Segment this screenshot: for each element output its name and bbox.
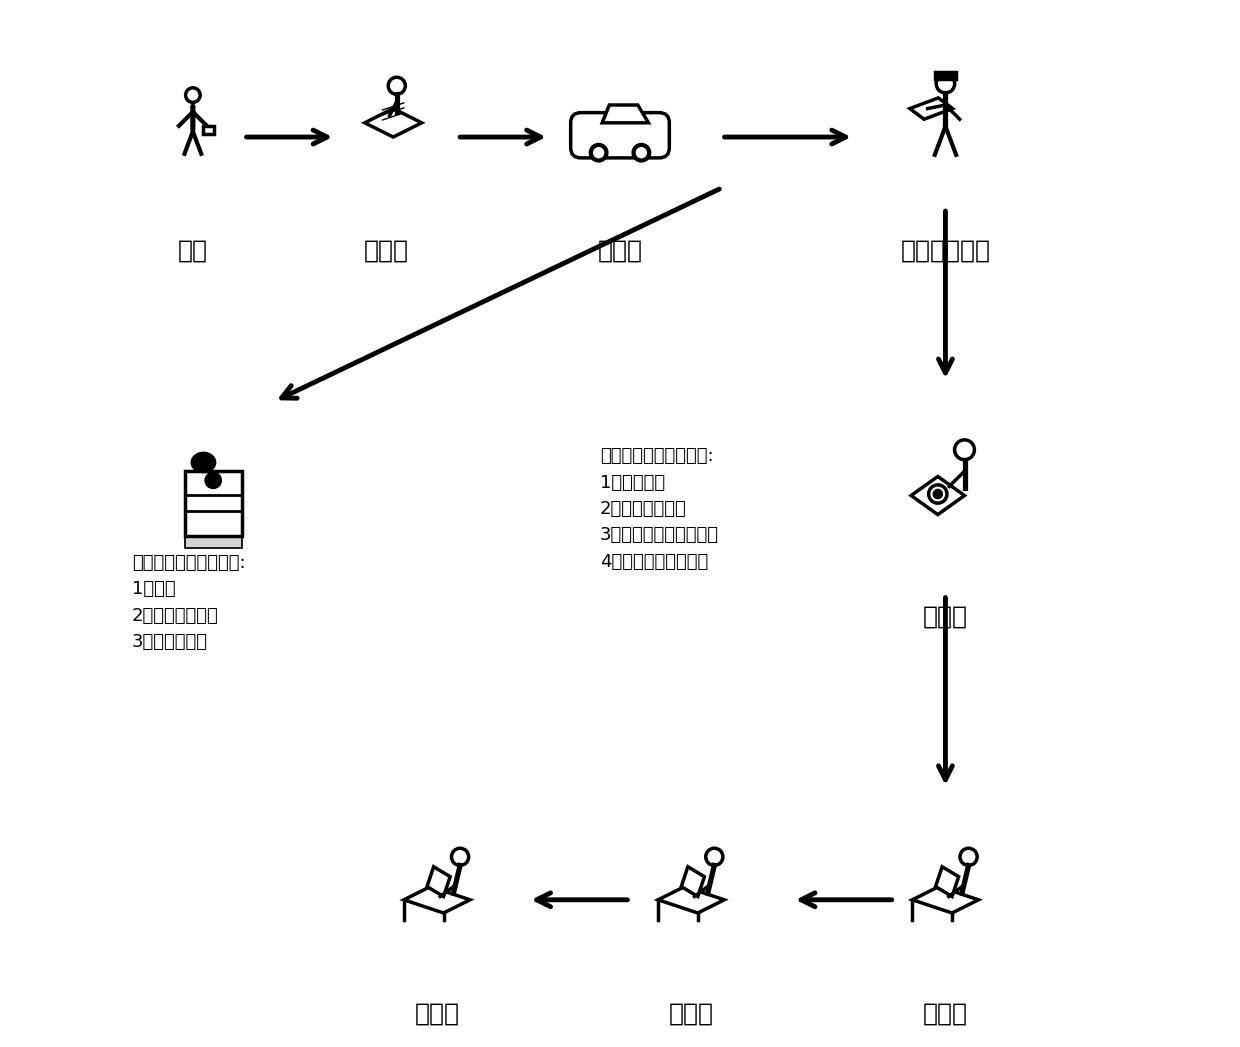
Polygon shape: [404, 887, 470, 913]
Circle shape: [636, 148, 646, 158]
Circle shape: [594, 148, 604, 158]
Bar: [185, 533, 242, 548]
Circle shape: [186, 88, 200, 103]
Circle shape: [934, 489, 942, 498]
Circle shape: [205, 472, 221, 489]
Circle shape: [451, 848, 469, 866]
Bar: [185, 470, 242, 536]
Bar: [203, 126, 215, 134]
Polygon shape: [913, 887, 978, 913]
Polygon shape: [681, 867, 704, 896]
Polygon shape: [427, 867, 450, 896]
Circle shape: [632, 143, 651, 162]
Polygon shape: [603, 105, 649, 122]
Text: 业务员: 业务员: [363, 239, 409, 263]
Circle shape: [955, 440, 975, 460]
Circle shape: [706, 848, 723, 866]
Text: 定损员: 定损员: [598, 239, 642, 263]
Circle shape: [589, 143, 608, 162]
FancyBboxPatch shape: [570, 113, 670, 158]
Circle shape: [936, 74, 955, 93]
Text: 简单事故，现场勘查后:
1、拍照
2、拟写勘查报告
3、与车主交接: 简单事故，现场勘查后: 1、拍照 2、拟写勘查报告 3、与车主交接: [131, 554, 246, 651]
Text: 业务员: 业务员: [923, 1002, 968, 1025]
Polygon shape: [658, 887, 724, 913]
Ellipse shape: [191, 452, 216, 472]
Text: 拆检员: 拆检员: [923, 605, 968, 629]
Polygon shape: [365, 109, 422, 137]
Circle shape: [929, 485, 947, 504]
Text: 理赔员: 理赔员: [668, 1002, 714, 1025]
Text: 财务员: 财务员: [414, 1002, 460, 1025]
Polygon shape: [911, 476, 965, 515]
FancyBboxPatch shape: [935, 71, 956, 79]
Circle shape: [388, 77, 405, 94]
Text: 复杂事故，现场勘查后:
1、车辆拆检
2、定损处理拍照
3、定损员出具定损报告
4、提供修理车辆发票: 复杂事故，现场勘查后: 1、车辆拆检 2、定损处理拍照 3、定损员出具定损报告 …: [600, 447, 719, 571]
Text: 事故现场勘查: 事故现场勘查: [900, 239, 991, 263]
Circle shape: [960, 848, 977, 866]
Text: 车主: 车主: [177, 239, 208, 263]
Polygon shape: [935, 867, 959, 896]
Polygon shape: [910, 97, 952, 119]
